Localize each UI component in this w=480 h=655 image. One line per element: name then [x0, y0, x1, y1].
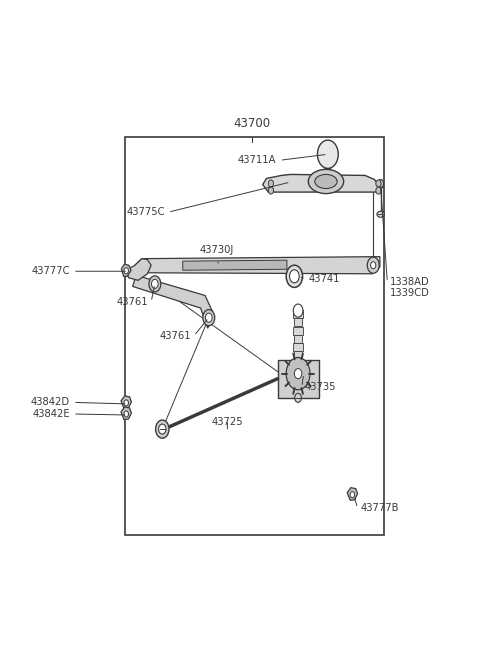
Circle shape	[376, 187, 381, 194]
Circle shape	[124, 268, 129, 274]
Circle shape	[286, 265, 302, 288]
Circle shape	[293, 304, 303, 317]
Circle shape	[149, 276, 161, 292]
Circle shape	[378, 179, 384, 187]
Text: 43711A: 43711A	[238, 155, 276, 165]
Text: 43730J: 43730J	[199, 244, 233, 255]
Circle shape	[294, 369, 302, 379]
Text: 1339CD: 1339CD	[390, 288, 430, 299]
Bar	[293, 310, 303, 318]
Polygon shape	[132, 275, 215, 328]
Polygon shape	[183, 260, 287, 271]
Circle shape	[203, 310, 215, 326]
Text: 43842D: 43842D	[31, 398, 70, 407]
Polygon shape	[121, 264, 131, 276]
Text: 43761: 43761	[159, 331, 191, 341]
Polygon shape	[347, 487, 358, 500]
Bar	[277, 360, 319, 398]
Text: 43775C: 43775C	[126, 207, 165, 217]
Bar	[125, 137, 384, 535]
Bar	[293, 327, 303, 335]
Text: 43842E: 43842E	[33, 409, 70, 419]
Ellipse shape	[308, 170, 344, 194]
Polygon shape	[263, 174, 380, 192]
Circle shape	[286, 358, 310, 390]
Circle shape	[268, 187, 274, 194]
Circle shape	[317, 140, 338, 168]
Text: 43761: 43761	[117, 297, 148, 307]
Circle shape	[158, 424, 166, 434]
Text: 43777B: 43777B	[360, 503, 399, 514]
Bar	[294, 335, 302, 343]
Circle shape	[371, 262, 376, 269]
Bar	[294, 352, 302, 360]
Polygon shape	[125, 259, 151, 280]
Circle shape	[289, 270, 299, 283]
Circle shape	[124, 400, 129, 406]
Circle shape	[152, 279, 158, 288]
Text: 1338AD: 1338AD	[390, 277, 430, 288]
Circle shape	[124, 411, 129, 417]
Circle shape	[367, 257, 379, 273]
Polygon shape	[121, 407, 132, 420]
Text: 43735: 43735	[305, 383, 336, 392]
Ellipse shape	[315, 174, 337, 189]
Polygon shape	[121, 396, 132, 409]
Text: 43777C: 43777C	[32, 267, 70, 276]
Circle shape	[156, 420, 169, 438]
Polygon shape	[325, 168, 331, 176]
Circle shape	[205, 313, 212, 322]
Circle shape	[350, 492, 355, 498]
Circle shape	[295, 393, 301, 402]
Polygon shape	[134, 257, 380, 274]
Circle shape	[268, 180, 274, 187]
Circle shape	[376, 180, 381, 187]
Text: 43725: 43725	[212, 417, 243, 426]
Bar	[293, 343, 303, 351]
Text: 43700: 43700	[233, 117, 270, 130]
Text: 43741: 43741	[309, 274, 340, 284]
Ellipse shape	[377, 212, 384, 217]
Bar	[294, 318, 302, 326]
